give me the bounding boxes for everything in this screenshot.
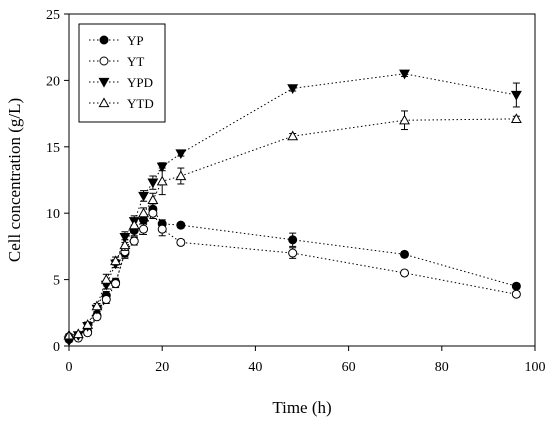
- data-point: [147, 194, 159, 205]
- data-point: [101, 295, 111, 305]
- data-point: [148, 208, 158, 218]
- data-point: [129, 236, 139, 246]
- data-point: [138, 191, 150, 202]
- legend-label: YTD: [127, 96, 154, 111]
- legend-item-YT: YT: [89, 54, 144, 69]
- data-point: [72, 328, 84, 339]
- legend-item-YPD: YPD: [89, 75, 153, 90]
- x-tick-label: 40: [248, 360, 262, 375]
- legend-item-YTD: YTD: [89, 96, 154, 111]
- data-point: [119, 233, 131, 243]
- data-point: [287, 130, 299, 141]
- legend-item-YP: YP: [89, 33, 144, 48]
- data-point: [111, 279, 121, 289]
- data-point: [399, 114, 410, 125]
- y-axis-title: Cell concentration (g/L): [5, 98, 24, 262]
- tick-labels: 0 20 40 60 80 100 0 5 10 15 20 25: [46, 8, 546, 375]
- data-point: [139, 224, 149, 234]
- x-tick-label: 0: [66, 360, 73, 375]
- data-point: [156, 162, 168, 173]
- data-point: [157, 224, 167, 234]
- y-tick-label: 20: [46, 74, 60, 89]
- x-tick-label: 100: [525, 360, 546, 375]
- legend-label: YT: [127, 54, 144, 69]
- data-point: [288, 235, 298, 245]
- y-tick-label: 0: [53, 340, 60, 355]
- data-point: [400, 249, 410, 259]
- data-point: [511, 281, 521, 291]
- data-point: [119, 239, 131, 250]
- series-YTD: [63, 110, 522, 340]
- data-point: [175, 170, 187, 181]
- data-point: [138, 207, 150, 218]
- data-point: [147, 178, 159, 189]
- legend-marker: [98, 97, 110, 108]
- data-point: [110, 255, 122, 266]
- data-point: [91, 300, 103, 311]
- legend-label: YPD: [127, 75, 153, 90]
- legend-marker: [98, 77, 110, 88]
- data-point: [287, 84, 299, 94]
- data-point: [288, 248, 298, 258]
- data-point: [510, 90, 522, 101]
- x-tick-label: 80: [435, 360, 449, 375]
- legend-marker: [99, 35, 109, 45]
- data-point: [176, 237, 186, 247]
- axis-ticks: [64, 13, 536, 351]
- data-point: [100, 273, 112, 284]
- legend: YP YT YPD YTD: [78, 23, 166, 123]
- x-tick-label: 20: [155, 360, 169, 375]
- series-YT: [64, 207, 521, 343]
- legend-marker: [99, 56, 109, 66]
- series-layer: [63, 69, 522, 347]
- plot-frame: [68, 13, 536, 347]
- y-tick-label: 5: [53, 274, 60, 289]
- legend-label: YP: [127, 33, 144, 48]
- x-axis-title: Time (h): [272, 398, 331, 417]
- data-point: [175, 149, 187, 160]
- data-point: [176, 220, 186, 230]
- y-tick-label: 10: [46, 207, 60, 222]
- x-tick-label: 60: [342, 360, 356, 375]
- data-point: [82, 319, 94, 329]
- y-tick-label: 25: [46, 8, 60, 23]
- data-point: [128, 219, 140, 230]
- data-point: [399, 69, 410, 80]
- y-tick-label: 15: [46, 141, 60, 156]
- data-point: [511, 289, 521, 299]
- data-point: [156, 175, 168, 186]
- data-point: [400, 268, 410, 278]
- data-point: [510, 113, 522, 124]
